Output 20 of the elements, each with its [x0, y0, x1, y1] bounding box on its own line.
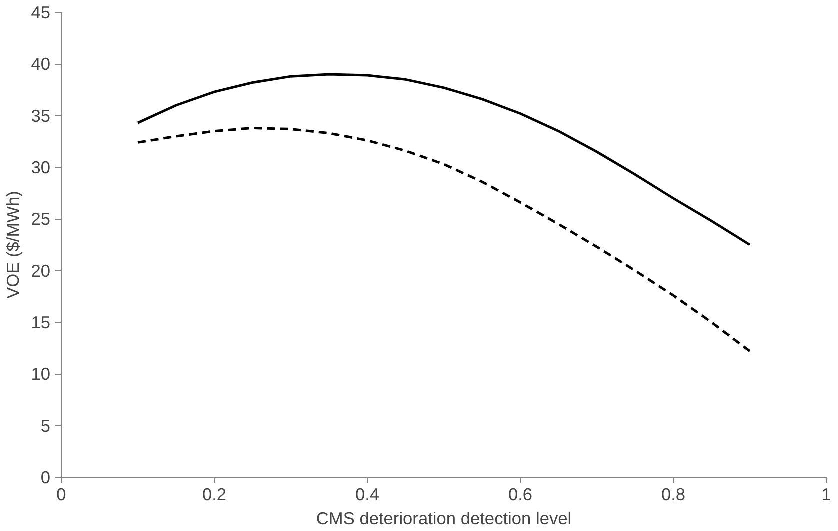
x-tick-label: 1: [822, 484, 832, 504]
y-tick-label: 35: [31, 106, 51, 126]
y-tick-label: 15: [31, 312, 51, 332]
y-tick-label: 5: [40, 416, 51, 436]
y-tick-label: 0: [40, 468, 51, 488]
x-tick-label: 0.2: [202, 484, 227, 504]
x-axis-title: CMS deterioration detection level: [316, 508, 572, 528]
x-tick-label: 0.6: [508, 484, 533, 504]
line-series: [136, 126, 752, 353]
y-tick-label: 10: [31, 364, 51, 384]
x-tick-label: 0: [56, 484, 66, 504]
line-series: [136, 73, 752, 246]
y-tick-label: 45: [31, 2, 51, 22]
y-axis-title: VOE ($/MWh): [3, 191, 24, 299]
y-tick-label: 30: [31, 158, 51, 178]
x-tick-label: 0.4: [355, 484, 380, 504]
y-tick-label: 40: [31, 54, 51, 74]
y-tick-label: 25: [31, 209, 51, 230]
x-tick-label: 0.8: [661, 484, 686, 504]
y-tick-label: 20: [31, 260, 51, 281]
